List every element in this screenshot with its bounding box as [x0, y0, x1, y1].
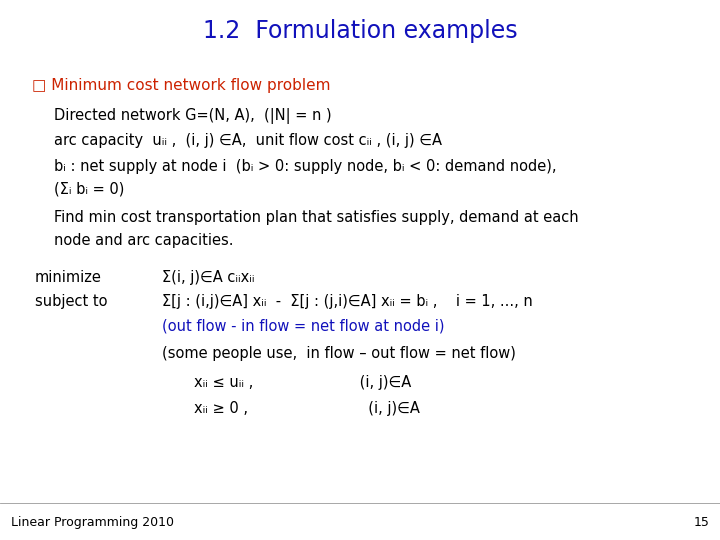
Text: 15: 15 — [693, 516, 709, 529]
Text: Linear Programming 2010: Linear Programming 2010 — [11, 516, 174, 529]
Text: □ Minimum cost network flow problem: □ Minimum cost network flow problem — [32, 78, 331, 93]
Text: 1.2  Formulation examples: 1.2 Formulation examples — [203, 19, 517, 43]
Text: xᵢᵢ ≥ 0 ,                          (i, j)∈A: xᵢᵢ ≥ 0 , (i, j)∈A — [194, 401, 420, 416]
Text: xᵢᵢ ≤ uᵢᵢ ,                       (i, j)∈A: xᵢᵢ ≤ uᵢᵢ , (i, j)∈A — [194, 375, 412, 390]
Text: (some people use,  in flow – out flow = net flow): (some people use, in flow – out flow = n… — [162, 346, 516, 361]
Text: bᵢ : net supply at node i  (bᵢ > 0: supply node, bᵢ < 0: demand node),: bᵢ : net supply at node i (bᵢ > 0: suppl… — [54, 159, 557, 174]
Text: (out flow - in flow = net flow at node i): (out flow - in flow = net flow at node i… — [162, 319, 444, 334]
Text: Directed network G=(N, A),  (|N| = n ): Directed network G=(N, A), (|N| = n ) — [54, 108, 332, 124]
Text: minimize: minimize — [35, 270, 102, 285]
Text: Σ(i, j)∈A cᵢᵢxᵢᵢ: Σ(i, j)∈A cᵢᵢxᵢᵢ — [162, 270, 254, 285]
Text: node and arc capacities.: node and arc capacities. — [54, 233, 233, 248]
Text: Find min cost transportation plan that satisfies supply, demand at each: Find min cost transportation plan that s… — [54, 210, 579, 225]
Text: Σ[j : (i,j)∈A] xᵢᵢ  -  Σ[j : (j,i)∈A] xᵢᵢ = bᵢ ,    i = 1, ..., n: Σ[j : (i,j)∈A] xᵢᵢ - Σ[j : (j,i)∈A] xᵢᵢ … — [162, 294, 533, 309]
Text: (Σᵢ bᵢ = 0): (Σᵢ bᵢ = 0) — [54, 182, 125, 197]
Text: subject to: subject to — [35, 294, 107, 309]
Text: arc capacity  uᵢᵢ ,  (i, j) ∈A,  unit flow cost cᵢᵢ , (i, j) ∈A: arc capacity uᵢᵢ , (i, j) ∈A, unit flow … — [54, 133, 442, 148]
